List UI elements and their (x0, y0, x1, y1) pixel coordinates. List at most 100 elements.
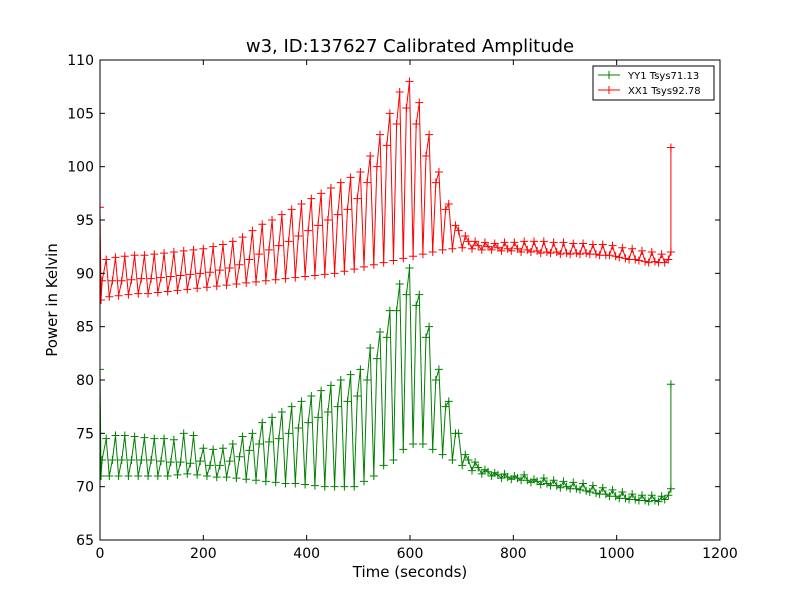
data-point (346, 370, 355, 379)
data-point (238, 432, 247, 441)
data-point (124, 290, 133, 299)
data-point (562, 249, 571, 258)
data-point (379, 461, 388, 470)
data-point (264, 437, 273, 446)
series-1 (100, 77, 675, 304)
data-point (523, 245, 532, 254)
data-point (130, 432, 139, 441)
data-point (268, 413, 277, 422)
data-point (215, 266, 224, 275)
data-point (235, 452, 244, 461)
data-point (346, 173, 355, 182)
data-point (144, 472, 153, 480)
data-point (395, 280, 404, 288)
data-point (209, 242, 218, 251)
data-point (228, 440, 237, 448)
data-point (533, 477, 542, 486)
data-point (582, 486, 591, 495)
data-point (353, 392, 362, 400)
data-point (415, 290, 424, 299)
data-point (666, 484, 675, 493)
data-point (559, 238, 568, 247)
data-point (644, 258, 653, 267)
data-point (385, 306, 394, 315)
data-point (124, 472, 133, 480)
data-point (634, 256, 643, 265)
data-point (468, 466, 476, 475)
data-point (533, 246, 542, 255)
data-point (441, 205, 450, 214)
data-point (618, 243, 627, 252)
data-point (323, 408, 332, 416)
y-tick-label: 90 (76, 266, 94, 282)
data-point (458, 243, 467, 252)
data-point (422, 152, 431, 160)
data-point (572, 484, 581, 493)
data-point (631, 495, 640, 504)
data-point (340, 482, 349, 491)
data-point (156, 273, 165, 282)
data-point (307, 194, 316, 203)
data-point (287, 205, 296, 214)
data-point (579, 479, 588, 488)
data-point (320, 482, 329, 491)
data-point (360, 262, 369, 271)
data-point (183, 469, 192, 478)
data-point (356, 168, 365, 176)
data-point (189, 245, 198, 254)
data-point (199, 444, 208, 453)
data-point (418, 440, 427, 448)
data-point (134, 472, 143, 480)
data-point (409, 440, 418, 448)
data-point (252, 476, 261, 485)
series-0 (100, 264, 675, 506)
data-point (108, 276, 117, 285)
data-point (169, 248, 178, 256)
data-point (232, 474, 241, 483)
data-point (402, 104, 411, 112)
data-point (539, 474, 548, 483)
data-point (611, 492, 620, 501)
data-point (258, 418, 267, 427)
data-point (493, 243, 502, 252)
y-tick-label: 110 (67, 53, 94, 69)
x-tick-label: 1000 (599, 546, 635, 562)
data-point (274, 434, 283, 443)
data-point (510, 238, 519, 247)
data-point (480, 238, 489, 247)
data-point (114, 291, 123, 300)
data-point (608, 241, 617, 250)
data-point (248, 429, 257, 438)
data-point (212, 282, 221, 291)
data-point (376, 328, 385, 336)
data-point (664, 491, 673, 500)
data-point (582, 249, 591, 258)
y-axis-title: Power in Kelvin (43, 243, 61, 357)
data-point (372, 162, 381, 171)
data-point (399, 254, 408, 263)
data-point (268, 216, 277, 224)
data-point (314, 413, 323, 422)
data-point (173, 286, 182, 295)
data-point (637, 491, 646, 500)
data-point (654, 497, 663, 506)
data-point (206, 268, 215, 277)
data-point (468, 244, 476, 253)
data-point (369, 472, 378, 480)
data-point (363, 376, 372, 384)
x-tick-label: 400 (293, 546, 320, 562)
legend-marker (605, 86, 613, 94)
data-point (425, 322, 434, 331)
data-point (264, 245, 273, 254)
legend: YY1 Tsys71.13 XX1 Tsys92.78 (592, 65, 715, 101)
data-point (428, 248, 437, 256)
data-point (160, 249, 169, 258)
data-point (326, 381, 335, 390)
data-point (500, 238, 509, 247)
data-point (130, 251, 139, 260)
data-point (628, 490, 637, 499)
data-point (225, 457, 234, 466)
data-point (235, 260, 244, 269)
y-tick-label: 65 (76, 533, 94, 549)
